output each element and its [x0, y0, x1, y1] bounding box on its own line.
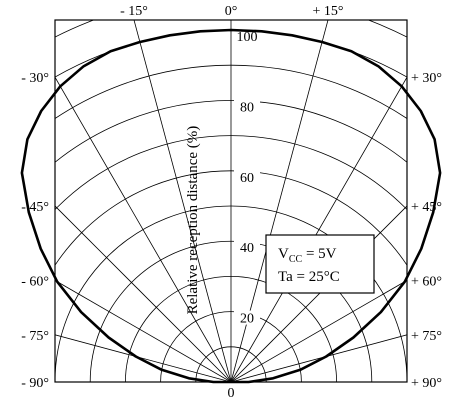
origin-label: 0: [228, 386, 235, 401]
angle-tick-label: + 30°: [411, 71, 442, 86]
grid-spoke: [230, 205, 407, 382]
radial-tick-backdrop: [234, 310, 260, 325]
angle-tick-label: + 60°: [411, 274, 442, 289]
angle-tick-label: - 75°: [21, 329, 49, 344]
angle-tick-label: - 60°: [21, 274, 49, 289]
radial-tick-backdrop: [234, 169, 260, 184]
radial-tick-backdrop: [234, 29, 260, 43]
polar-grid: [55, 20, 407, 382]
radial-tick-labels: 20 40 60 80 100: [234, 29, 260, 327]
angle-tick-label: - 45°: [21, 200, 49, 215]
angle-tick-label: + 45°: [411, 200, 442, 215]
radial-tick-label: 60: [240, 171, 254, 186]
angle-tick-label: - 30°: [21, 71, 49, 86]
vcc-value: = 5V: [302, 246, 336, 262]
grid-spoke: [55, 279, 232, 382]
angle-tick-label: - 90°: [21, 376, 49, 391]
radial-tick-label: 80: [240, 100, 254, 115]
angle-tick-labels: - 90° - 75° - 60° - 45° - 30° - 15° 0° + 15° + 3…: [21, 4, 442, 391]
radial-tick-label: 40: [240, 241, 254, 256]
grid-spoke: [230, 76, 407, 382]
angle-tick-label: + 75°: [411, 329, 442, 344]
y-axis-label: Relative reception distance (%): [185, 126, 201, 315]
vcc-condition: VCC = 5V: [278, 246, 337, 265]
angle-tick-label: + 90°: [411, 376, 442, 391]
radial-tick-backdrop: [234, 99, 260, 114]
radial-tick-label: 20: [240, 312, 254, 327]
grid-spoke: [230, 20, 329, 382]
conditions-box: VCC = 5V Ta = 25°C: [265, 234, 375, 294]
reception-curve: [20, 28, 442, 384]
grid-spoke: [55, 76, 232, 382]
grid-spoke: [55, 205, 232, 382]
vcc-subscript: CC: [289, 254, 303, 265]
ta-condition: Ta = 25°C: [278, 269, 340, 285]
radial-tick-backdrop: [234, 240, 260, 255]
grid-spoke: [133, 20, 232, 382]
angle-tick-label: - 15°: [120, 4, 148, 19]
conditions-box-frame: [265, 234, 375, 294]
vcc-symbol: V: [278, 246, 289, 262]
radial-tick-label: 100: [237, 30, 258, 45]
grid-spoke: [230, 279, 407, 382]
angle-tick-label: + 15°: [313, 4, 344, 19]
angle-tick-label: 0°: [225, 4, 238, 19]
